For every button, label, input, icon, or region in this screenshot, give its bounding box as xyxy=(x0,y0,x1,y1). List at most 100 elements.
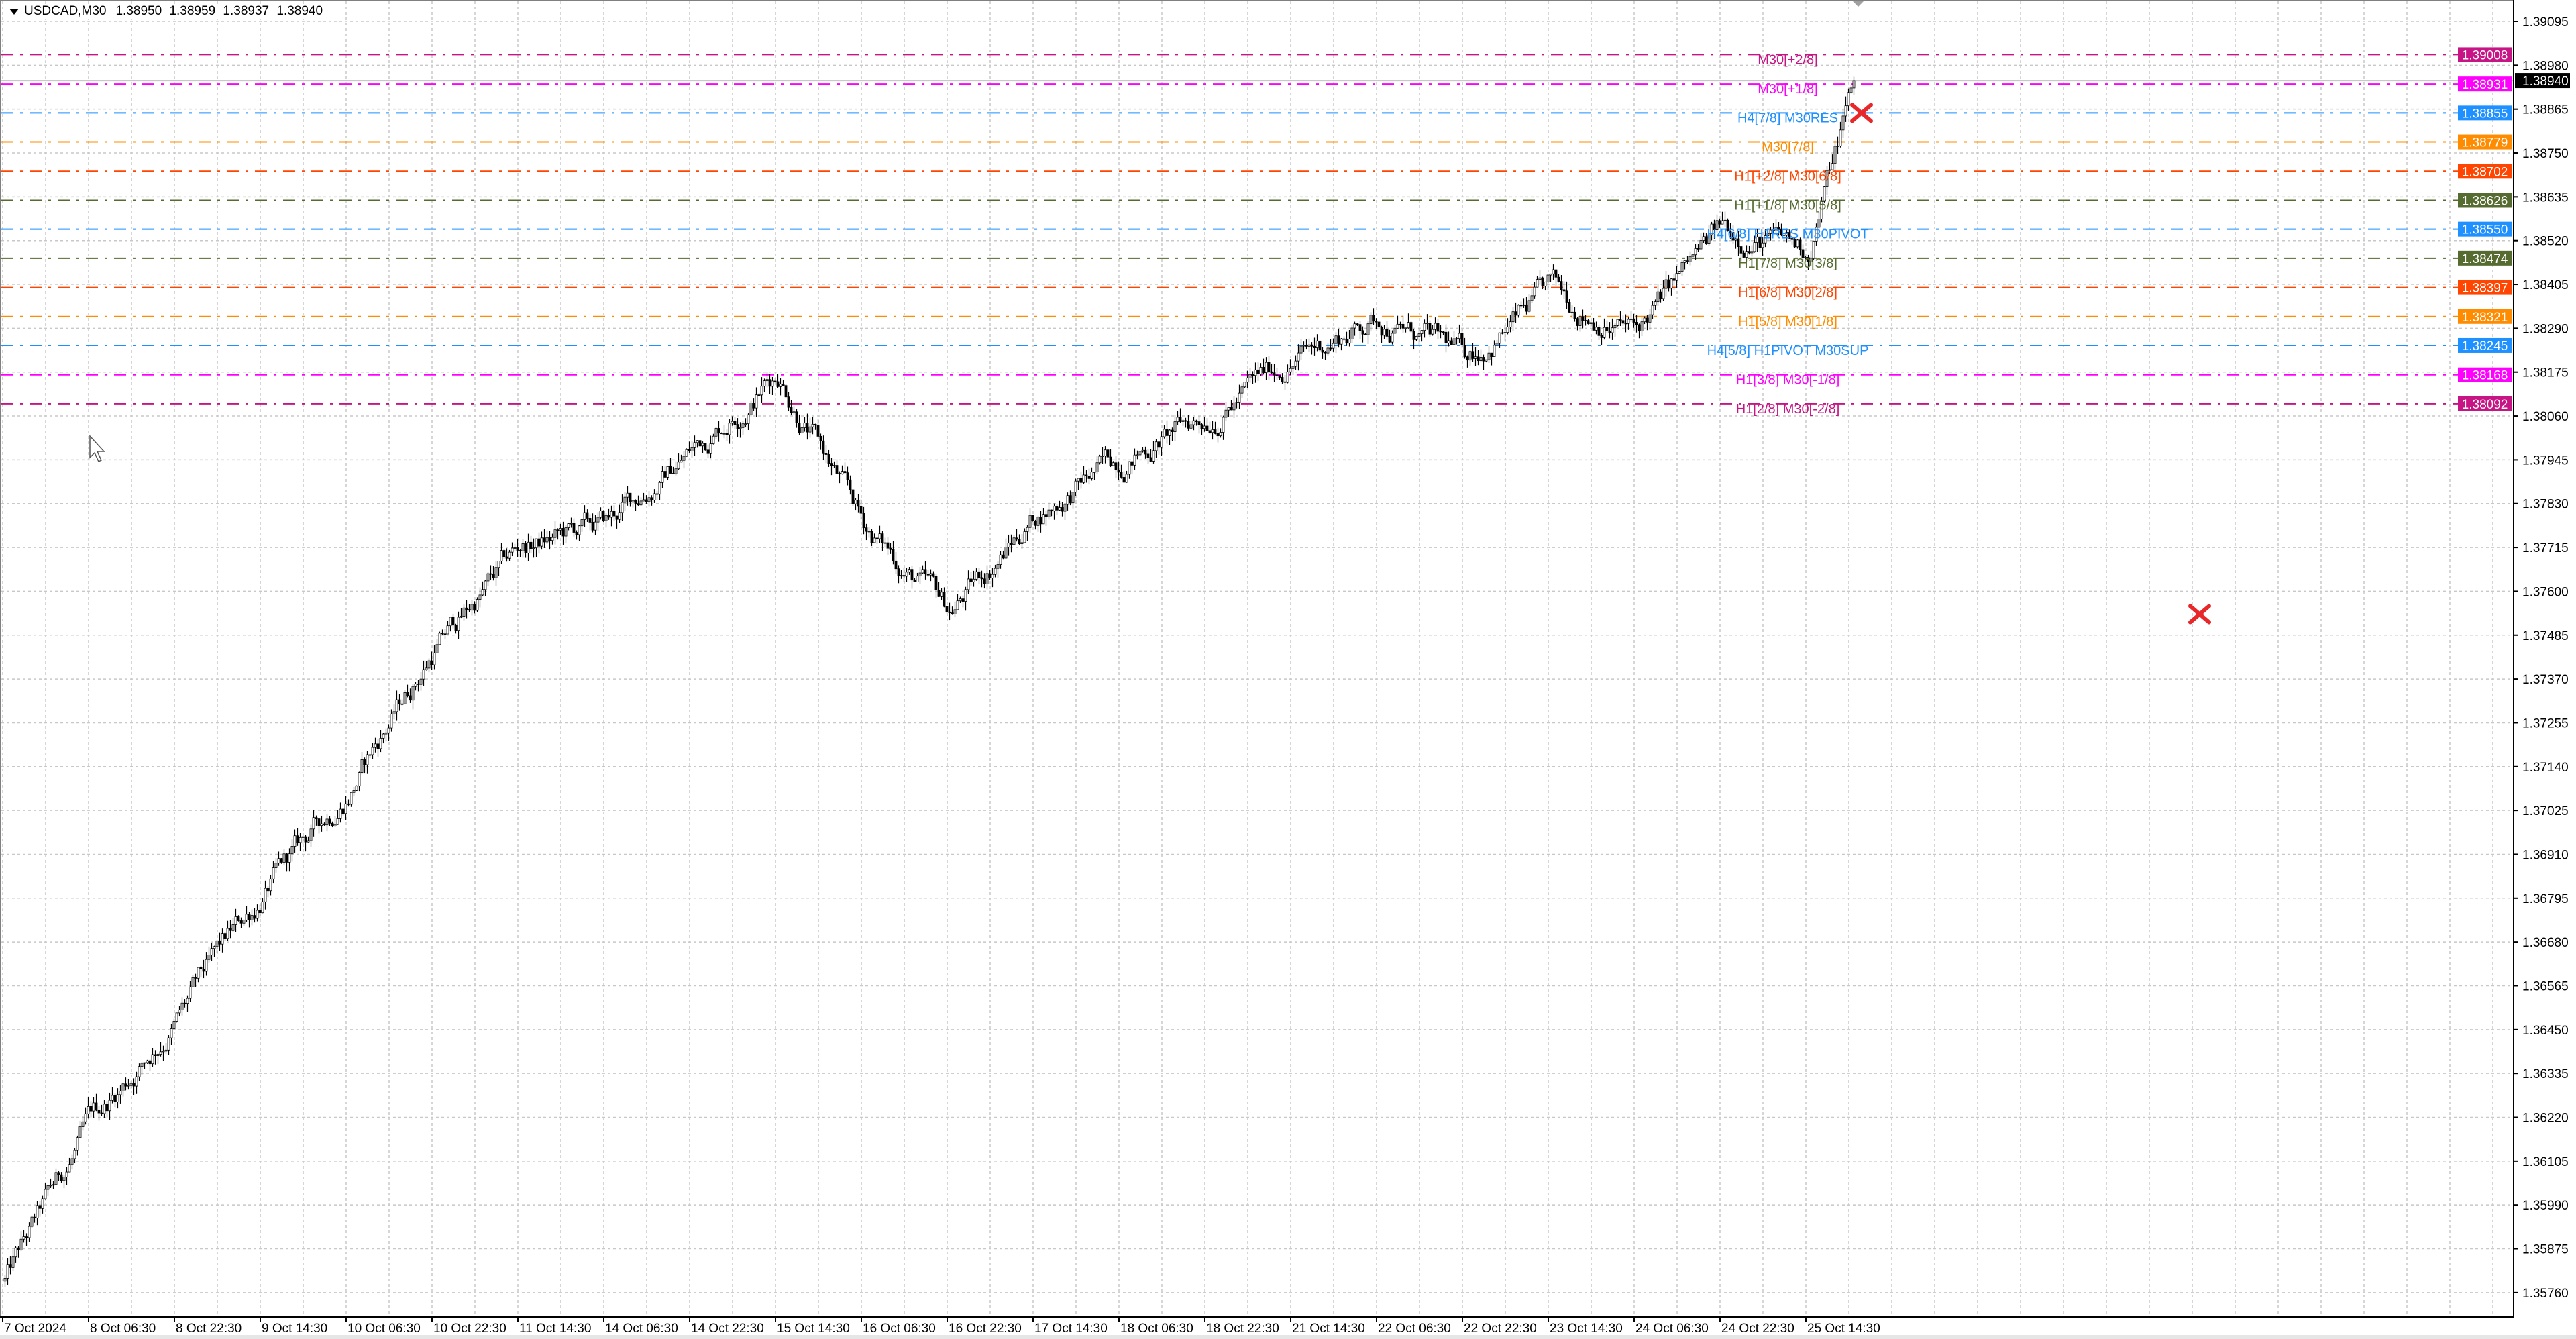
price-tick-label: 1.37370 xyxy=(2522,673,2569,687)
bear-candle-body xyxy=(1772,229,1775,231)
bull-candle-body xyxy=(916,576,919,582)
level-price-tag-text: 1.38321 xyxy=(2462,311,2508,325)
candle xyxy=(62,1175,66,1189)
bull-candle-body xyxy=(1222,417,1225,433)
candle xyxy=(1847,88,1850,111)
candle xyxy=(409,688,412,703)
candle xyxy=(1155,439,1158,458)
candle xyxy=(956,594,959,610)
bull-candle-body xyxy=(1232,402,1236,411)
candle xyxy=(1849,85,1853,94)
bull-candle-body xyxy=(1688,256,1692,262)
bear-candle-body xyxy=(629,492,632,503)
bear-candle-body xyxy=(1793,239,1796,248)
bear-candle-body xyxy=(776,381,780,387)
candle xyxy=(392,704,396,720)
candle xyxy=(1302,341,1305,352)
collapse-triangle-icon[interactable] xyxy=(9,8,19,15)
candle xyxy=(886,536,890,555)
candle xyxy=(969,572,973,586)
chart-frame xyxy=(0,0,2514,1318)
bull-candle-body xyxy=(1823,186,1826,202)
bear-candle-body xyxy=(798,422,801,433)
candle xyxy=(390,709,393,732)
candle xyxy=(959,596,962,603)
bull-candle-body xyxy=(1227,407,1230,411)
close-value: 1.38940 xyxy=(276,4,323,18)
price-tick-label: 1.37255 xyxy=(2522,716,2569,731)
candle xyxy=(790,400,793,416)
candle xyxy=(1525,297,1528,315)
bull-candle-body xyxy=(1833,146,1837,164)
candle xyxy=(688,441,691,453)
candle xyxy=(1297,344,1300,371)
bull-candle-body xyxy=(1307,344,1311,347)
candle xyxy=(1122,471,1126,483)
candle xyxy=(1777,222,1780,236)
bear-candle-body xyxy=(154,1054,157,1056)
bull-candle-body xyxy=(535,538,538,549)
candle xyxy=(932,571,935,578)
candle xyxy=(1163,425,1166,439)
bull-candle-body xyxy=(578,525,581,535)
bear-candle-body xyxy=(1409,322,1413,332)
bull-candle-body xyxy=(1350,327,1354,339)
candle xyxy=(835,459,839,474)
candle xyxy=(1211,421,1214,440)
candle xyxy=(1138,451,1142,457)
cross-icon[interactable] xyxy=(2188,604,2211,625)
candle xyxy=(352,786,356,797)
candle xyxy=(296,828,299,846)
price-tags: 1.39008 1.38931 1.38855 1.38779 1.38702 1.386… xyxy=(2458,47,2570,412)
bull-candle-body xyxy=(215,940,219,947)
candle xyxy=(1772,223,1775,233)
bull-candle-body xyxy=(1611,327,1614,333)
candle xyxy=(218,932,221,951)
candle xyxy=(1530,288,1534,303)
candle xyxy=(183,999,186,1008)
price-tick-label: 1.36220 xyxy=(2522,1112,2569,1126)
bull-candle-body xyxy=(728,423,731,435)
candle xyxy=(1361,326,1364,343)
level-price-tag: 1.38474 xyxy=(2458,250,2512,266)
candle xyxy=(1646,315,1649,331)
candle xyxy=(315,815,318,826)
candle xyxy=(1216,427,1220,443)
candle xyxy=(1380,325,1383,343)
candle xyxy=(1780,223,1783,237)
cross-icon[interactable] xyxy=(1850,103,1873,123)
candle xyxy=(1621,315,1625,326)
bull-candle-body xyxy=(1517,305,1520,316)
bear-candle-body xyxy=(1514,311,1517,316)
bear-candle-body xyxy=(924,569,927,574)
markers[interactable] xyxy=(1850,103,2211,625)
candle xyxy=(508,549,511,561)
candle xyxy=(379,730,382,753)
chart-shift-icon[interactable] xyxy=(1853,1,1864,7)
candle xyxy=(486,572,490,587)
candle xyxy=(1721,211,1724,225)
candle xyxy=(81,1116,85,1131)
price-axis[interactable]: 1.39095 1.38980 1.38865 1.38750 1.38635 1.385… xyxy=(2514,15,2569,1301)
time-axis[interactable]: 7 Oct 2024 8 Oct 06:30 8 Oct 22:30 9 Oct 14… xyxy=(2,1317,1880,1336)
bear-candle-body xyxy=(1672,278,1676,281)
level-price-tag-text: 1.38550 xyxy=(2462,223,2508,237)
bear-candle-body xyxy=(105,1104,109,1112)
candle xyxy=(537,532,541,554)
bear-candle-body xyxy=(328,818,331,824)
candle xyxy=(1248,368,1252,383)
candle xyxy=(1372,308,1375,325)
bear-candle-body xyxy=(1807,257,1810,262)
price-tick-label: 1.38520 xyxy=(2522,235,2569,249)
bull-candle-body xyxy=(803,423,806,428)
candle xyxy=(1739,246,1743,262)
bull-candle-body xyxy=(1544,282,1547,287)
level-label: M30[+1/8] xyxy=(1758,82,1818,97)
candle xyxy=(1442,331,1445,335)
candle xyxy=(1812,240,1815,260)
bull-candle-body xyxy=(1640,321,1644,331)
level-price-tag: 1.38550 xyxy=(2458,221,2512,237)
candle xyxy=(787,392,790,412)
candle xyxy=(60,1172,63,1183)
